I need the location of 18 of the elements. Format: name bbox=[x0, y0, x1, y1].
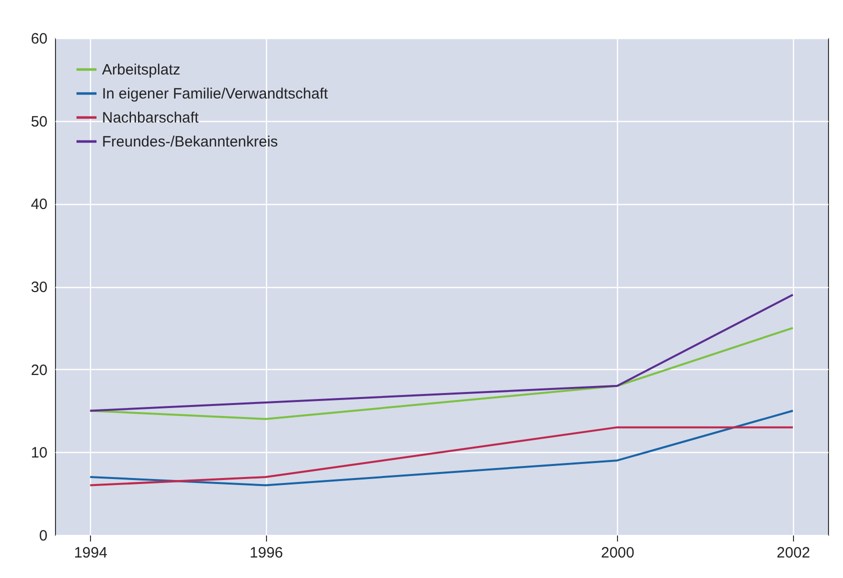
y-tick-label: 40 bbox=[30, 196, 48, 214]
y-tick-label: 20 bbox=[30, 362, 48, 379]
x-tick-label: 1994 bbox=[74, 544, 108, 562]
legend-label: Freundes-/Bekanntenkreis bbox=[102, 134, 278, 150]
y-tick-label: 10 bbox=[30, 444, 48, 462]
y-tick-label: 30 bbox=[30, 279, 48, 296]
line-series bbox=[89, 326, 794, 420]
y-tick-label: 60 bbox=[30, 30, 48, 48]
y-tick-label: 0 bbox=[39, 528, 48, 544]
y-tick-label: 50 bbox=[30, 113, 48, 130]
legend-label: Arbeitsplatz bbox=[102, 62, 180, 78]
x-tick-label: 2002 bbox=[776, 544, 810, 562]
x-tick-label: 2000 bbox=[600, 544, 634, 562]
line-series bbox=[89, 410, 794, 486]
legend-label: Nachbarschaft bbox=[102, 110, 200, 126]
line-series bbox=[89, 294, 794, 412]
legend-label: In eigener Familie/Verwandtschaft bbox=[102, 86, 329, 102]
x-tick-label: 1996 bbox=[250, 544, 284, 562]
